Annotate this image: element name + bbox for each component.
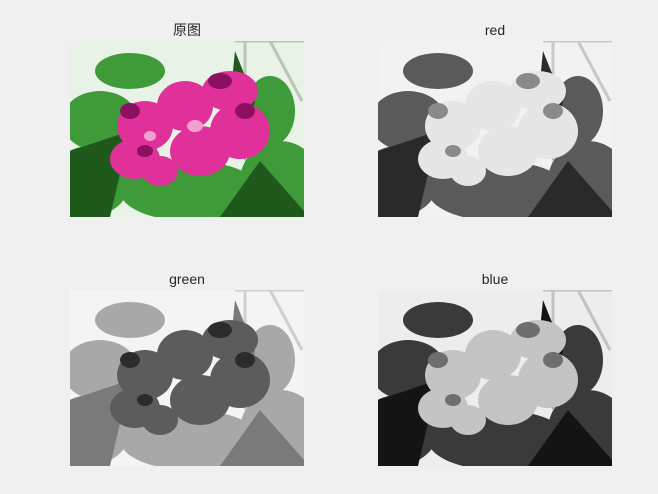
image-axes-red[interactable]: [378, 41, 612, 217]
panel-title-red: red: [484, 22, 506, 38]
panel-title-blue: blue: [481, 271, 509, 287]
image-axes-blue[interactable]: [378, 290, 612, 466]
image-axes-green[interactable]: [70, 290, 304, 466]
flower-image-blue-channel: [378, 290, 612, 466]
flower-image-green-channel: [70, 290, 304, 466]
flower-image-red-channel: [378, 41, 612, 217]
panel-title-green: green: [169, 271, 205, 287]
panel-title-original: 原图: [173, 22, 201, 38]
image-axes-original[interactable]: [70, 41, 304, 217]
flower-image-original: [70, 41, 304, 217]
